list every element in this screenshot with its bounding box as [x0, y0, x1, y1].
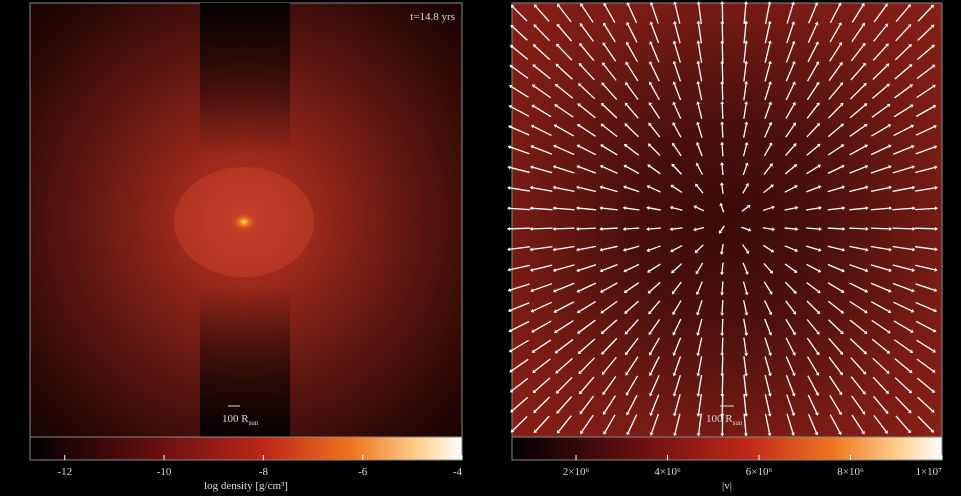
colorbar-label: log density [g/cm³]	[204, 480, 288, 492]
colorbar-tick-label: 4×10⁶	[654, 466, 681, 478]
velocity-arrow	[722, 300, 723, 313]
arrow-head	[507, 186, 510, 190]
velocity-arrow	[722, 43, 723, 63]
velocity-arrow	[722, 356, 723, 373]
velocity-arrow	[849, 228, 865, 229]
figure: t=14.8 yrs 100 Rsun 100 Rsun log density…	[0, 0, 961, 496]
arrow-head	[507, 166, 510, 170]
time-annotation: t=14.8 yrs	[410, 11, 455, 23]
velocity-arrow	[579, 228, 596, 229]
velocity-arrow	[722, 375, 723, 394]
colorbar-tick-label: -12	[57, 466, 72, 478]
velocity-arrow	[871, 228, 889, 229]
velocity-arrow	[915, 228, 935, 229]
velocity-arrow	[722, 104, 723, 119]
colorbar-label: |v|	[722, 480, 732, 492]
velocity-panel: 100 Rsun	[507, 1, 942, 460]
arrow-head	[507, 247, 510, 251]
arrow-head	[507, 268, 510, 272]
colorbar	[30, 437, 462, 460]
colorbar-tick-label: 2×10⁶	[563, 466, 590, 478]
velocity-arrow	[556, 228, 575, 229]
colorbar-tick-label: -8	[259, 466, 269, 478]
velocity-arrow	[722, 338, 723, 354]
colorbar-tick-label: -6	[358, 466, 368, 478]
colorbar-tick-label: -10	[157, 466, 172, 478]
scale-text: 100 R	[706, 413, 733, 425]
scale-sub: sun	[249, 419, 259, 427]
velocity-arrow	[722, 165, 723, 175]
arrow-head	[507, 227, 510, 231]
velocity-arrow	[722, 64, 723, 82]
colorbar-tick-label: 1×10⁷	[915, 466, 942, 478]
colorbar-tick-label: -4	[453, 466, 463, 478]
velocity-arrow	[602, 228, 617, 229]
velocity-arrow	[722, 84, 723, 100]
velocity-arrow	[722, 145, 723, 157]
core	[230, 212, 258, 232]
arrow-head	[507, 206, 510, 210]
velocity-image	[512, 3, 942, 437]
scale-text: 100 R	[222, 413, 249, 425]
velocity-arrow	[722, 319, 723, 333]
velocity-arrow	[722, 124, 723, 137]
colorbar-tick-label: 6×10⁶	[746, 466, 773, 478]
velocity-arrow	[510, 228, 530, 229]
density-panel: t=14.8 yrs 100 Rsun	[30, 3, 462, 460]
velocity-arrow	[533, 228, 553, 229]
velocity-arrow	[893, 228, 913, 229]
velocity-arrow	[722, 281, 723, 292]
scale-sub: sun	[733, 419, 743, 427]
colorbar-tick-label: 8×10⁶	[837, 466, 864, 478]
velocity-arrow	[828, 228, 843, 229]
